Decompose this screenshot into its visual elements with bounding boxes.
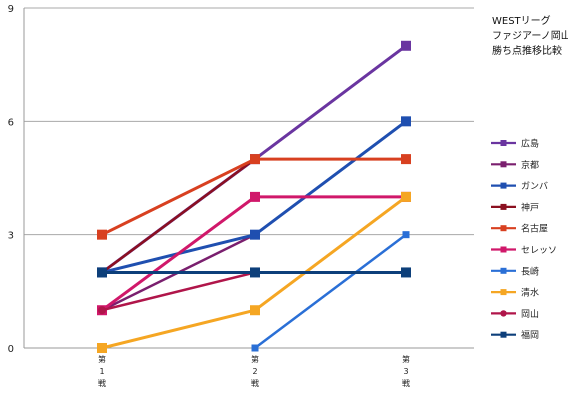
legend-marker: [500, 246, 507, 253]
legend-label: ガンバ: [521, 181, 548, 192]
chart-title-line: 勝ち点推移比較: [492, 44, 562, 57]
data-point: [250, 191, 260, 202]
svg-text:戦: 戦: [251, 378, 259, 388]
svg-text:第: 第: [251, 354, 259, 364]
data-point: [97, 343, 107, 353]
legend-marker: [500, 182, 507, 189]
series-福岡: [97, 267, 411, 278]
svg-text:戦: 戦: [402, 378, 410, 388]
series-清水: [97, 191, 411, 353]
series-line-segment: [253, 119, 408, 237]
legend-marker: [500, 267, 507, 274]
data-point: [251, 344, 259, 352]
series-line-segment: [253, 233, 408, 350]
series-line-segment: [253, 44, 408, 161]
chart-title-line: WESTリーグ: [492, 14, 551, 27]
y-tick-label: 6: [8, 117, 14, 128]
legend-item: 京都: [491, 159, 539, 171]
data-point: [250, 229, 260, 240]
legend-label: 長崎: [521, 265, 539, 277]
data-point: [401, 191, 411, 202]
y-tick-label: 0: [8, 344, 14, 355]
data-point: [250, 154, 260, 165]
x-tick-label: 第 2 戦: [251, 354, 259, 388]
series-セレッソ: [97, 191, 411, 316]
legend-item: 神戸: [491, 201, 539, 213]
svg-text:第: 第: [402, 354, 410, 364]
legend-label: 神戸: [521, 201, 539, 213]
series-岡山: [98, 268, 259, 315]
x-tick-label: 第 3 戦: [402, 354, 410, 388]
legend-item: 長崎: [491, 265, 539, 277]
svg-text:戦: 戦: [98, 378, 106, 388]
legend-item: 清水: [491, 287, 539, 299]
x-tick-label: 第 1 戦: [98, 354, 106, 388]
y-axis: 0 3 6 9: [8, 4, 25, 355]
legend-label: 清水: [521, 287, 539, 299]
legend-marker: [500, 331, 507, 338]
legend-label: 名古屋: [521, 223, 548, 235]
data-point: [250, 305, 260, 316]
legend-item: ガンバ: [491, 181, 548, 192]
legend-label: 京都: [521, 159, 539, 171]
legend-marker: [500, 310, 507, 317]
data-point: [250, 267, 260, 278]
svg-text:2: 2: [252, 367, 257, 376]
data-point: [401, 267, 411, 278]
series-lines: [97, 40, 411, 353]
series-line-segment: [100, 157, 257, 274]
svg-text:3: 3: [403, 367, 408, 376]
series-line-segment: [253, 195, 408, 312]
legend-marker: [500, 140, 507, 146]
legend-marker: [500, 203, 507, 210]
x-axis: 第 1 戦 第 2 戦 第 3 戦: [98, 354, 410, 388]
data-point: [97, 267, 107, 278]
series-line-segment: [100, 157, 257, 237]
legend-label: 広島: [521, 138, 539, 150]
chart-title-line: ファジアーノ岡山: [492, 30, 568, 42]
data-point: [401, 116, 411, 127]
gridlines: [24, 7, 474, 349]
legend-label: セレッソ: [521, 245, 557, 256]
svg-text:1: 1: [99, 367, 104, 376]
svg-text:第: 第: [98, 354, 106, 364]
series-名古屋: [97, 154, 411, 240]
legend-item: 岡山: [491, 309, 539, 320]
data-point: [402, 231, 410, 239]
legend-label: 岡山: [521, 309, 539, 320]
y-tick-label: 9: [8, 4, 14, 15]
series-line-segment: [100, 271, 257, 312]
legend-item: 広島: [491, 138, 539, 150]
series-神戸: [98, 155, 259, 276]
data-point: [97, 229, 107, 240]
legend-label: 福岡: [521, 329, 539, 341]
legend-marker: [500, 289, 507, 296]
data-point: [401, 154, 411, 165]
y-tick-label: 3: [8, 231, 14, 242]
series-line-segment: [100, 195, 257, 312]
data-point: [401, 40, 411, 51]
legend-item: セレッソ: [491, 245, 557, 256]
series-line-segment: [100, 308, 257, 350]
legend-item: 名古屋: [491, 223, 548, 235]
legend-marker: [500, 161, 507, 168]
data-point: [98, 306, 106, 315]
legend-item: 福岡: [491, 329, 539, 341]
legend-marker: [500, 225, 507, 232]
series-長崎: [251, 231, 410, 352]
